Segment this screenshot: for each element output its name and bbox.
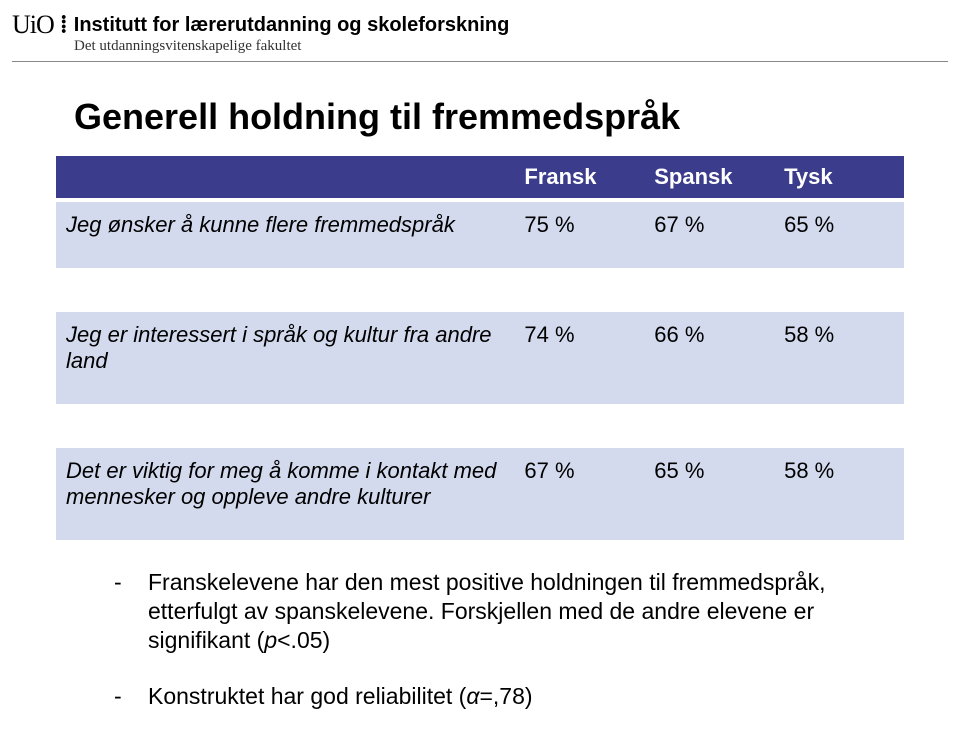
- faculty-name: Det utdanningsvitenskapelige fakultet: [74, 38, 948, 55]
- finding-post: =,78): [479, 683, 532, 709]
- finding-item: - Konstruktet har god reliabilitet (α=,7…: [114, 682, 904, 711]
- row-spacer: [56, 270, 904, 312]
- table-header-row: Fransk Spansk Tysk: [56, 156, 904, 200]
- slide-title: Generell holdning til fremmedspråk: [74, 96, 904, 138]
- header-divider: [12, 61, 948, 62]
- row-label: Jeg er interessert i språk og kultur fra…: [56, 312, 514, 406]
- slide-content: Generell holdning til fremmedspråk Frans…: [0, 68, 960, 755]
- col-header: Fransk: [514, 156, 644, 200]
- cell: 58 %: [774, 312, 904, 406]
- logo-separator: ⁞: [60, 12, 68, 39]
- table-row: Jeg er interessert i språk og kultur fra…: [56, 312, 904, 406]
- finding-post: <.05): [277, 627, 330, 653]
- finding-italic: α: [466, 683, 479, 709]
- cell: 66 %: [644, 312, 774, 406]
- table-row: Det er viktig for meg å komme i kontakt …: [56, 448, 904, 542]
- finding-text: Franskelevene har den mest positive hold…: [148, 568, 904, 654]
- header-empty: [56, 156, 514, 200]
- finding-italic: p: [264, 627, 277, 653]
- cell: 58 %: [774, 448, 904, 542]
- finding-item: - Franskelevene har den mest positive ho…: [114, 568, 904, 654]
- row-spacer: [56, 406, 904, 448]
- bullet-dash: -: [114, 682, 148, 711]
- header-top-line: UiO ⁞ Institutt for lærerutdanning og sk…: [12, 10, 948, 40]
- cell: 74 %: [514, 312, 644, 406]
- bullet-dash: -: [114, 568, 148, 654]
- page-header: UiO ⁞ Institutt for lærerutdanning og sk…: [0, 0, 960, 68]
- finding-pre: Franskelevene har den mest positive hold…: [148, 569, 826, 653]
- finding-text: Konstruktet har god reliabilitet (α=,78): [148, 682, 904, 711]
- cell: 65 %: [774, 200, 904, 270]
- table-row: Jeg ønsker å kunne flere fremmedspråk 75…: [56, 200, 904, 270]
- cell: 75 %: [514, 200, 644, 270]
- col-header: Tysk: [774, 156, 904, 200]
- uio-logo: UiO: [12, 10, 54, 40]
- cell: 67 %: [644, 200, 774, 270]
- cell: 65 %: [644, 448, 774, 542]
- data-table: Fransk Spansk Tysk Jeg ønsker å kunne fl…: [56, 156, 904, 544]
- institution-name: Institutt for lærerutdanning og skolefor…: [74, 14, 510, 37]
- cell: 67 %: [514, 448, 644, 542]
- findings-list: - Franskelevene har den mest positive ho…: [56, 568, 904, 711]
- col-header: Spansk: [644, 156, 774, 200]
- finding-pre: Konstruktet har god reliabilitet (: [148, 683, 466, 709]
- row-label: Det er viktig for meg å komme i kontakt …: [56, 448, 514, 542]
- row-label: Jeg ønsker å kunne flere fremmedspråk: [56, 200, 514, 270]
